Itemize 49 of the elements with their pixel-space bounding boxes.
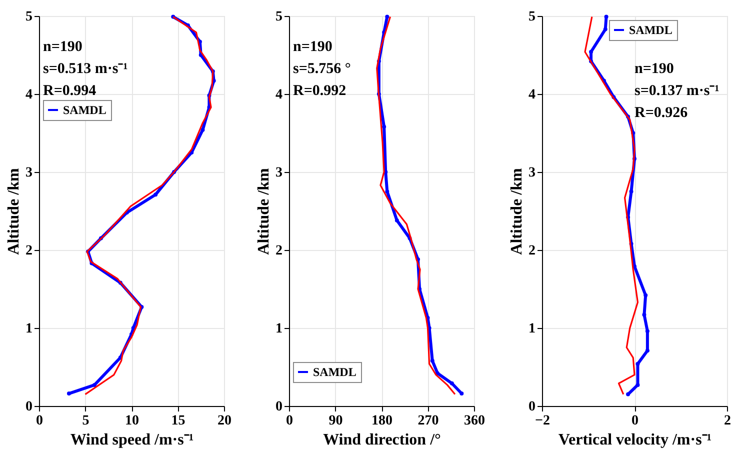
x-tick-label: 90 — [328, 414, 343, 428]
y-tick-label: 2 — [528, 244, 536, 258]
y-tick-label: 3 — [276, 166, 282, 180]
x-axis-title: Vertical velocity /m·s⁻¹ — [558, 432, 712, 448]
y-axis-title: Altitude /km — [6, 167, 22, 255]
annotation: R=0.926 — [634, 105, 688, 121]
y-tick-label: 5 — [276, 10, 282, 24]
x-tick-label: 0 — [36, 414, 43, 428]
y-tick-label: 1 — [276, 322, 282, 336]
legend-label: SAMDL — [313, 365, 356, 379]
annotation: n=190 — [634, 61, 674, 77]
x-tick-label: 0 — [286, 414, 293, 428]
y-tick-label: 4 — [26, 88, 32, 102]
x-tick-label: 2 — [724, 414, 731, 428]
y-tick-label: 5 — [26, 10, 32, 24]
annotation: n=190 — [43, 39, 82, 55]
x-tick-label: 15 — [171, 414, 186, 428]
y-tick-label: 0 — [26, 400, 32, 414]
x-tick-label: 0 — [632, 414, 638, 428]
y-axis-title: Altitude /km — [508, 167, 526, 255]
y-tick-label: 1 — [528, 322, 536, 336]
y-tick-label: 4 — [528, 88, 536, 102]
y-tick-label: 4 — [276, 88, 282, 102]
x-tick-label: −2 — [535, 414, 550, 428]
y-tick-label: 5 — [528, 10, 536, 24]
y-tick-label: 2 — [276, 244, 282, 258]
annotation: s=5.756 ° — [293, 61, 351, 77]
y-tick-label: 3 — [26, 166, 32, 180]
x-tick-label: 360 — [464, 414, 485, 428]
y-tick-label: 0 — [276, 400, 282, 414]
y-axis-title: Altitude /km — [256, 167, 272, 255]
y-tick-label: 2 — [26, 244, 32, 258]
y-tick-label: 3 — [528, 166, 536, 180]
annotation: n=190 — [293, 39, 332, 55]
annotation: R=0.994 — [43, 83, 97, 99]
y-tick-label: 1 — [26, 322, 32, 336]
x-tick-label: 180 — [372, 414, 392, 428]
x-tick-label: 270 — [418, 414, 439, 428]
annotation: s=0.137 m·s⁻¹ — [634, 83, 720, 99]
x-tick-label: 10 — [125, 414, 139, 428]
annotation: s=0.513 m·s⁻¹ — [43, 61, 128, 77]
x-axis-title: Wind speed /m·s⁻¹ — [70, 432, 194, 448]
x-axis-title: Wind direction /° — [323, 432, 441, 448]
x-tick-label: 5 — [82, 414, 90, 428]
legend-label: SAMDL — [629, 23, 672, 37]
y-tick-label: 0 — [528, 400, 536, 414]
legend-label: SAMDL — [63, 103, 106, 117]
x-tick-label: 20 — [218, 414, 232, 428]
annotation: R=0.992 — [293, 83, 346, 99]
